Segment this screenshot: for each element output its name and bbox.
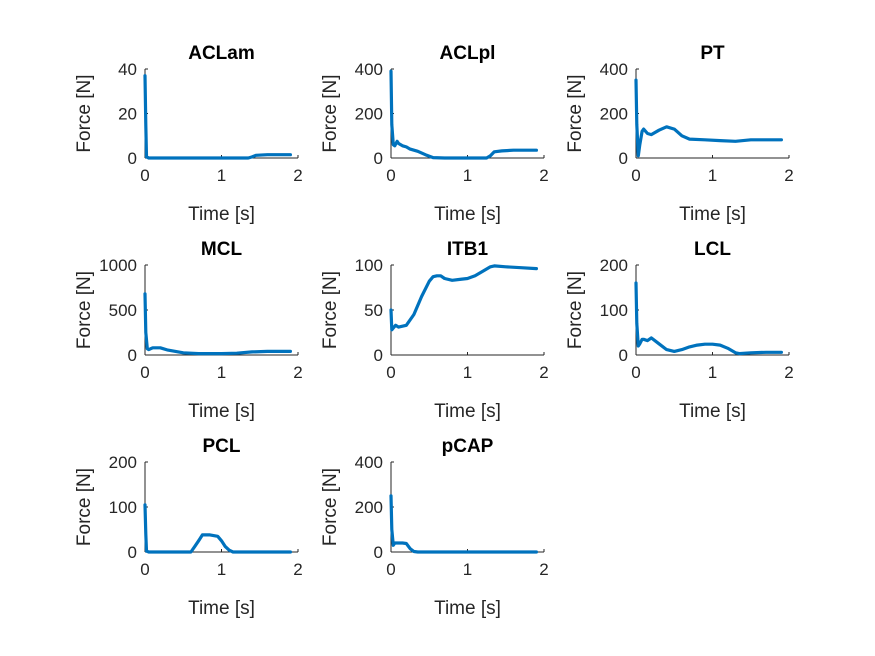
y-tick-label: 1000 <box>99 256 137 275</box>
y-axis-label: Force [N] <box>74 74 95 152</box>
y-axis-label: Force [N] <box>74 468 95 546</box>
panel-aclpl: ACLpl 0 1 2 0 200 400 Time [s] Force [N] <box>320 43 549 225</box>
x-tick-label: 0 <box>631 166 640 185</box>
series-line <box>143 292 292 356</box>
y-tick-label: 400 <box>355 453 383 472</box>
y-tick-label: 400 <box>355 60 383 79</box>
y-axis-label: Force [N] <box>320 468 341 546</box>
x-tick-label: 0 <box>631 363 640 382</box>
x-tick-label: 0 <box>140 166 149 185</box>
panel-mcl: MCL 0 1 2 0 500 1000 Time [s] Force [N] <box>74 239 303 422</box>
panel-pcap: pCAP 0 1 2 0 200 400 Time [s] Force [N] <box>320 436 549 619</box>
x-axis-label: Time [s] <box>188 401 255 422</box>
x-axis-label: Time [s] <box>679 204 746 225</box>
y-tick-label: 200 <box>109 453 137 472</box>
y-tick-label: 50 <box>364 301 383 320</box>
panel-title: ACLam <box>188 43 255 64</box>
panel-pt: PT 0 1 2 0 200 400 Time [s] Force [N] <box>565 43 794 225</box>
x-tick-label: 1 <box>463 363 472 382</box>
panel-title: pCAP <box>442 436 494 457</box>
x-axis-label: Time [s] <box>434 401 501 422</box>
x-tick-label: 2 <box>539 560 548 579</box>
y-tick-label: 0 <box>128 149 137 168</box>
x-axis-label: Time [s] <box>188 598 255 619</box>
x-tick-label: 1 <box>217 560 226 579</box>
y-tick-label: 0 <box>374 149 383 168</box>
series-line <box>389 69 539 160</box>
x-axis-label: Time [s] <box>188 204 255 225</box>
y-tick-label: 200 <box>600 256 628 275</box>
y-tick-label: 0 <box>374 346 383 365</box>
x-tick-label: 2 <box>293 560 302 579</box>
x-tick-label: 0 <box>140 560 149 579</box>
series-line <box>143 503 292 554</box>
y-tick-label: 0 <box>619 346 628 365</box>
panel-title: ITB1 <box>447 239 489 260</box>
panel-title: MCL <box>201 239 243 260</box>
x-tick-label: 0 <box>386 560 395 579</box>
series-line <box>389 264 539 332</box>
y-tick-label: 20 <box>118 105 137 124</box>
x-axis-label: Time [s] <box>434 204 501 225</box>
x-tick-label: 2 <box>293 363 302 382</box>
y-tick-label: 100 <box>355 256 383 275</box>
panel-pcl: PCL 0 1 2 0 100 200 Time [s] Force [N] <box>74 436 303 619</box>
panel-title: LCL <box>694 239 731 260</box>
y-axis-label: Force [N] <box>74 271 95 349</box>
series-line <box>634 281 784 356</box>
y-tick-label: 0 <box>128 346 137 365</box>
panel-lcl: LCL 0 1 2 0 100 200 Time [s] Force [N] <box>565 239 794 422</box>
series-line <box>143 74 292 160</box>
y-axis-label: Force [N] <box>565 74 586 152</box>
y-axis-label: Force [N] <box>565 271 586 349</box>
y-tick-label: 0 <box>128 543 137 562</box>
panel-title: ACLpl <box>440 43 496 64</box>
panel-title: PT <box>700 43 725 64</box>
series-line <box>634 78 784 158</box>
x-axis-label: Time [s] <box>679 401 746 422</box>
y-tick-label: 500 <box>109 301 137 320</box>
y-tick-label: 200 <box>355 498 383 517</box>
y-tick-label: 400 <box>600 60 628 79</box>
series-line <box>389 494 539 554</box>
x-tick-label: 1 <box>463 560 472 579</box>
x-tick-label: 2 <box>539 363 548 382</box>
y-tick-label: 100 <box>109 498 137 517</box>
x-tick-label: 2 <box>539 166 548 185</box>
x-axis-label: Time [s] <box>434 598 501 619</box>
y-tick-label: 0 <box>619 149 628 168</box>
x-tick-label: 1 <box>463 166 472 185</box>
panel-itb1: ITB1 0 1 2 0 50 100 Time [s] Force [N] <box>320 239 549 422</box>
x-tick-label: 1 <box>708 166 717 185</box>
y-tick-label: 100 <box>600 301 628 320</box>
x-tick-label: 0 <box>140 363 149 382</box>
y-tick-label: 40 <box>118 60 137 79</box>
x-tick-label: 2 <box>784 166 793 185</box>
x-tick-label: 0 <box>386 166 395 185</box>
y-tick-label: 200 <box>600 105 628 124</box>
y-axis-label: Force [N] <box>320 271 341 349</box>
y-tick-label: 0 <box>374 543 383 562</box>
x-tick-label: 0 <box>386 363 395 382</box>
y-axis-label: Force [N] <box>320 74 341 152</box>
x-tick-label: 1 <box>217 166 226 185</box>
x-tick-label: 2 <box>784 363 793 382</box>
x-tick-label: 2 <box>293 166 302 185</box>
panel-title: PCL <box>203 436 241 457</box>
x-tick-label: 1 <box>708 363 717 382</box>
x-tick-label: 1 <box>217 363 226 382</box>
y-tick-label: 200 <box>355 105 383 124</box>
